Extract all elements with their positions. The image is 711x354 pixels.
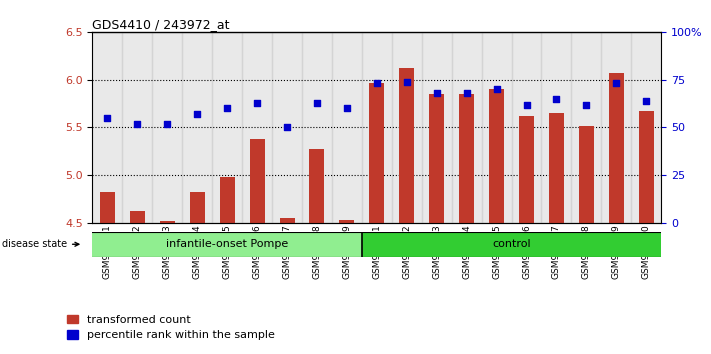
Bar	[579, 126, 594, 223]
Bar	[309, 149, 324, 223]
Point	[161, 121, 173, 126]
Bar	[429, 94, 444, 223]
Bar	[220, 177, 235, 223]
Bar	[489, 89, 504, 223]
Bar	[362, 232, 661, 257]
Point	[252, 100, 263, 105]
Bar	[459, 94, 474, 223]
Bar	[272, 32, 302, 223]
Bar	[279, 218, 294, 223]
Bar	[638, 111, 653, 223]
Bar	[332, 32, 362, 223]
Bar	[549, 113, 564, 223]
Point	[311, 100, 323, 105]
Bar	[190, 193, 205, 223]
Bar	[519, 116, 534, 223]
Bar	[92, 232, 362, 257]
Bar	[92, 32, 122, 223]
Bar	[369, 82, 385, 223]
Point	[371, 81, 383, 86]
Bar	[542, 32, 572, 223]
Bar	[422, 32, 451, 223]
Bar	[362, 32, 392, 223]
Point	[461, 90, 472, 96]
Bar	[122, 32, 152, 223]
Text: GDS4410 / 243972_at: GDS4410 / 243972_at	[92, 18, 230, 31]
Point	[521, 102, 533, 107]
Point	[102, 115, 113, 121]
Bar	[250, 139, 264, 223]
Point	[641, 98, 652, 103]
Point	[611, 81, 622, 86]
Point	[551, 96, 562, 102]
Point	[401, 79, 412, 84]
Point	[221, 105, 232, 111]
Bar	[392, 32, 422, 223]
Bar	[451, 32, 481, 223]
Bar	[302, 32, 332, 223]
Point	[491, 86, 502, 92]
Point	[191, 111, 203, 117]
Bar	[572, 32, 602, 223]
Bar	[602, 32, 631, 223]
Point	[431, 90, 442, 96]
Point	[282, 125, 293, 130]
Text: control: control	[492, 239, 531, 249]
Bar	[160, 221, 175, 223]
Bar	[339, 220, 354, 223]
Bar	[130, 211, 145, 223]
Bar	[631, 32, 661, 223]
Bar	[511, 32, 542, 223]
Text: disease state: disease state	[2, 239, 79, 249]
Bar	[100, 193, 115, 223]
Text: infantile-onset Pompe: infantile-onset Pompe	[166, 239, 288, 249]
Bar	[212, 32, 242, 223]
Bar	[481, 32, 511, 223]
Bar	[182, 32, 212, 223]
Point	[132, 121, 143, 126]
Point	[581, 102, 592, 107]
Bar	[609, 73, 624, 223]
Bar	[400, 68, 415, 223]
Bar	[242, 32, 272, 223]
Legend: transformed count, percentile rank within the sample: transformed count, percentile rank withi…	[63, 310, 279, 345]
Point	[341, 105, 353, 111]
Bar	[152, 32, 182, 223]
